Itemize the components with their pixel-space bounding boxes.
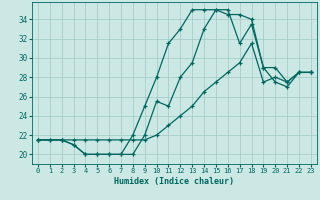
X-axis label: Humidex (Indice chaleur): Humidex (Indice chaleur) <box>115 177 234 186</box>
